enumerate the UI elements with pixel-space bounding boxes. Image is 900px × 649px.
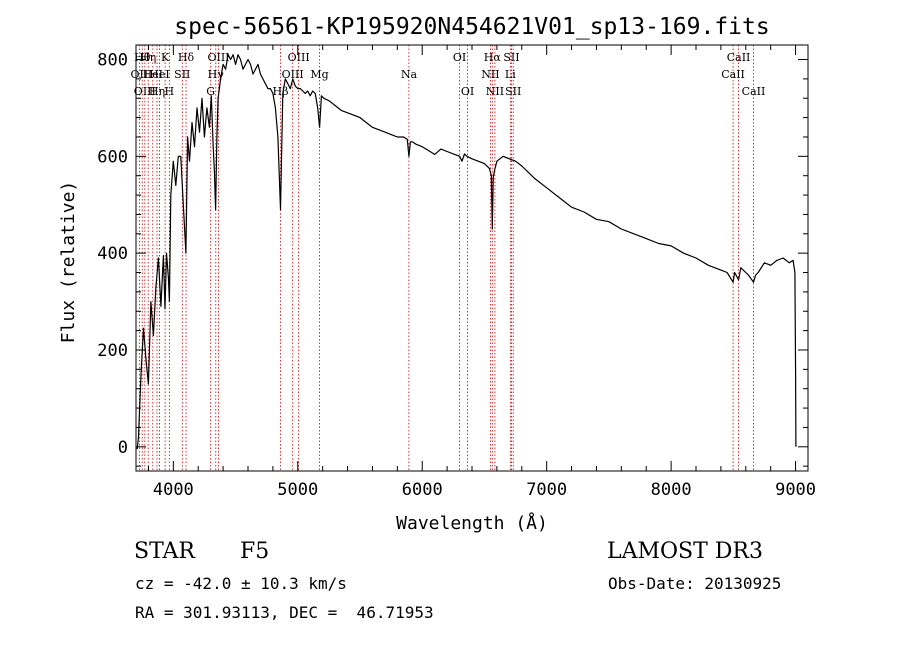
x-tick-label: 5000 bbox=[277, 480, 318, 500]
line-marker-label: HeI bbox=[149, 68, 169, 81]
object-class: STAR bbox=[134, 539, 195, 564]
y-tick-label: 200 bbox=[97, 341, 128, 361]
line-marker-label: OI bbox=[461, 85, 474, 98]
axis-ticks: 4000 5000 6000 7000 8000 9000 0 200 400 600 800 bbox=[97, 45, 816, 500]
line-marker-label: SII bbox=[505, 85, 521, 98]
y-tick-label: 800 bbox=[97, 51, 128, 71]
survey-name: LAMOST DR3 bbox=[607, 539, 763, 564]
line-marker-label: HeI bbox=[143, 68, 163, 81]
line-marker-label: OI bbox=[453, 51, 466, 64]
line-marker-label: Hβ bbox=[273, 85, 289, 98]
line-marker-label: G bbox=[206, 85, 215, 98]
line-marker-label: CaII bbox=[721, 68, 745, 81]
line-marker-label: Hη bbox=[149, 85, 165, 98]
line-marker-label: OIII bbox=[134, 85, 156, 98]
x-tick-label: 8000 bbox=[651, 480, 692, 500]
plot-frame bbox=[135, 44, 809, 472]
line-marker-label: OIII bbox=[288, 51, 310, 64]
x-tick-label: 9000 bbox=[775, 480, 816, 500]
line-marker-label: Hα bbox=[484, 51, 502, 64]
line-marker-label: NII bbox=[486, 85, 504, 98]
y-tick-label: 0 bbox=[118, 438, 128, 458]
x-tick-label: 7000 bbox=[526, 480, 567, 500]
line-marker-label: Hδ bbox=[178, 51, 195, 64]
x-tick-label: 6000 bbox=[402, 480, 443, 500]
line-marker-label: Na bbox=[401, 68, 418, 81]
obs-date-text: Obs-Date: 20130925 bbox=[608, 574, 782, 593]
line-marker-label: OII bbox=[131, 68, 149, 81]
line-marker-label: Li bbox=[505, 68, 516, 81]
line-marker-label: Hγ bbox=[208, 68, 225, 81]
spectrum-line bbox=[136, 54, 797, 450]
coordinates-text: RA = 301.93113, DEC = 46.71953 bbox=[135, 603, 434, 622]
line-marker-label: OIII bbox=[282, 68, 304, 81]
chart-title: spec-56561-KP195920N454621V01_sp13-169.f… bbox=[174, 14, 769, 40]
y-tick-label: 400 bbox=[97, 244, 128, 264]
line-markers bbox=[138, 45, 754, 471]
line-marker-label: H bbox=[165, 85, 175, 98]
redshift-text: cz = -42.0 ± 10.3 km/s bbox=[135, 574, 347, 593]
line-marker-label: K bbox=[161, 51, 170, 64]
line-marker-label: SII bbox=[174, 68, 190, 81]
line-marker-label: Hη bbox=[140, 51, 156, 64]
line-marker-label: Mg bbox=[310, 68, 328, 81]
line-marker-label: CaII bbox=[742, 85, 766, 98]
y-tick-label: 600 bbox=[97, 147, 128, 167]
x-tick-label: 4000 bbox=[153, 480, 194, 500]
y-axis-label: Flux (relative) bbox=[58, 181, 79, 344]
spectral-subclass: F5 bbox=[240, 539, 270, 564]
line-marker-label: NII bbox=[481, 68, 499, 81]
line-marker-label: SII bbox=[503, 51, 519, 64]
line-marker-labels: OIIHθOIIIHηHeIHηHeIKHSIIHδGHγOIIIHβOIIIO… bbox=[131, 51, 766, 98]
line-marker-label: Hθ bbox=[134, 51, 151, 64]
line-marker-label: OIII bbox=[207, 51, 229, 64]
line-marker-label: CaII bbox=[727, 51, 751, 64]
x-axis-label: Wavelength (Å) bbox=[396, 512, 548, 534]
